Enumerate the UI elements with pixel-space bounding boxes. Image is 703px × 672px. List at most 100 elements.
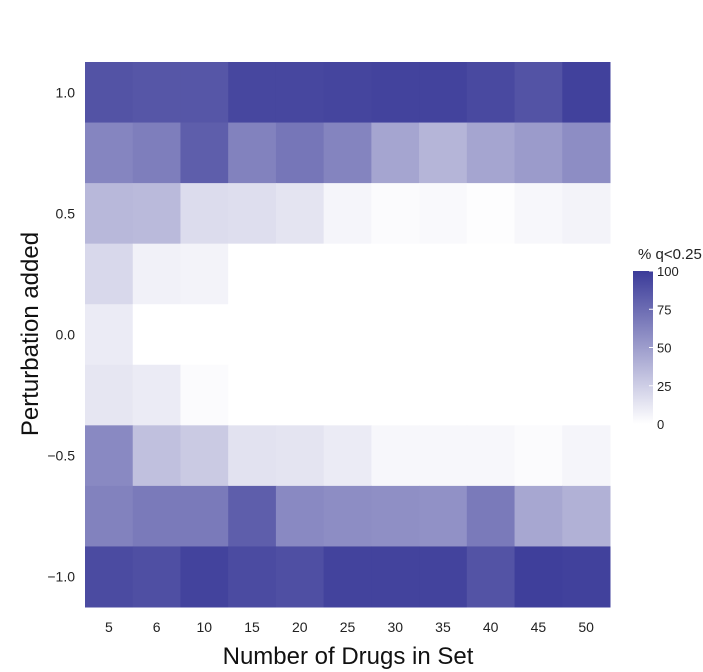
heatmap-cell (132, 183, 181, 245)
colorbar-tick-label: 25 (657, 379, 671, 394)
heatmap-cell (323, 304, 372, 366)
heatmap-cell (132, 243, 181, 305)
heatmap-cell (466, 243, 516, 305)
heatmap-cell (85, 485, 134, 547)
heatmap-cell (419, 62, 468, 124)
colorbar-ticks: 0 25 50 75 100 (649, 264, 679, 432)
heatmap-cell (562, 304, 611, 366)
y-tick-label: −0.5 (47, 448, 75, 464)
heatmap-cell (562, 546, 611, 608)
heatmap-cell (85, 62, 134, 124)
heatmap-cell (466, 485, 516, 547)
heatmap-cell (562, 364, 611, 426)
colorbar-tick-label: 0 (657, 417, 664, 432)
colorbar-tick-label: 50 (657, 341, 671, 356)
heatmap-cell (228, 304, 277, 366)
heatmap-cell (180, 243, 229, 305)
heatmap-cell (275, 364, 325, 426)
heatmap-cell (419, 485, 468, 547)
x-tick-label: 35 (435, 619, 451, 635)
heatmap-cell (132, 62, 181, 124)
heatmap-cell (419, 122, 468, 184)
x-tick-label: 20 (292, 619, 308, 635)
y-tick-label: 0.5 (56, 205, 76, 221)
y-axis-ticks: 1.0 0.5 0.0 −0.5 −1.0 (47, 84, 75, 584)
heatmap-cell (562, 183, 611, 245)
heatmap-cell (323, 243, 372, 305)
heatmap-cell (228, 425, 277, 487)
heatmap-cell (180, 425, 229, 487)
heatmap-cell (466, 62, 516, 124)
heatmap-cell (228, 62, 277, 124)
heatmap-cell (180, 183, 229, 245)
heatmap-cell (419, 304, 468, 366)
heatmap-cell (419, 364, 468, 426)
heatmap-cell (371, 122, 420, 184)
heatmap-cell (562, 485, 611, 547)
heatmap-cell (466, 364, 516, 426)
heatmap-cell (228, 485, 277, 547)
x-tick-label: 25 (340, 619, 356, 635)
heatmap-cell (371, 546, 420, 608)
heatmap-cell (514, 546, 563, 608)
heatmap-cell (180, 122, 229, 184)
heatmap-cell (275, 304, 325, 366)
x-tick-label: 30 (387, 619, 403, 635)
y-axis-title: Perturbation added (17, 232, 44, 436)
heatmap-cell (323, 364, 372, 426)
heatmap-cell (323, 62, 372, 124)
heatmap-cell (275, 546, 325, 608)
heatmap-cell (419, 425, 468, 487)
colorbar-tick-label: 75 (657, 302, 671, 317)
heatmap-cell (419, 183, 468, 245)
x-axis-title: Number of Drugs in Set (223, 643, 474, 670)
heatmap-cell (132, 364, 181, 426)
heatmap-cell (371, 364, 420, 426)
x-axis-ticks: 5 6 10 15 20 25 30 35 40 45 50 (105, 619, 594, 635)
heatmap-cell (132, 546, 181, 608)
heatmap-cell (85, 243, 134, 305)
heatmap-cell (514, 243, 563, 305)
heatmap-cell (371, 485, 420, 547)
heatmap-cell (371, 425, 420, 487)
heatmap-cell (514, 425, 563, 487)
heatmap-cell (514, 122, 563, 184)
heatmap-cell (371, 304, 420, 366)
heatmap-cells (85, 62, 611, 608)
heatmap-cell (228, 364, 277, 426)
heatmap-cell (85, 364, 134, 426)
heatmap-cell (132, 304, 181, 366)
heatmap-cell (323, 425, 372, 487)
heatmap-cell (371, 183, 420, 245)
heatmap-cell (562, 425, 611, 487)
heatmap-cell (180, 485, 229, 547)
heatmap-cell (275, 62, 325, 124)
y-tick-label: 0.0 (56, 327, 76, 343)
heatmap-cell (228, 122, 277, 184)
x-tick-label: 50 (578, 619, 594, 635)
y-tick-label: 1.0 (56, 84, 76, 100)
heatmap-cell (514, 304, 563, 366)
heatmap-cell (85, 546, 134, 608)
heatmap-cell (85, 183, 134, 245)
heatmap-cell (323, 183, 372, 245)
heatmap-cell (228, 183, 277, 245)
heatmap-cell (514, 62, 563, 124)
heatmap-cell (132, 485, 181, 547)
heatmap-cell (132, 122, 181, 184)
x-tick-label: 15 (244, 619, 260, 635)
heatmap-cell (466, 122, 516, 184)
heatmap-cell (275, 183, 325, 245)
heatmap-cell (419, 546, 468, 608)
heatmap-cell (466, 546, 516, 608)
heatmap-cell (275, 485, 325, 547)
heatmap-cell (85, 425, 134, 487)
heatmap-cell (562, 243, 611, 305)
heatmap-cell (228, 546, 277, 608)
heatmap-cell (371, 62, 420, 124)
heatmap-cell (180, 304, 229, 366)
heatmap-cell (466, 425, 516, 487)
heatmap-cell (323, 122, 372, 184)
heatmap-cell (85, 304, 134, 366)
